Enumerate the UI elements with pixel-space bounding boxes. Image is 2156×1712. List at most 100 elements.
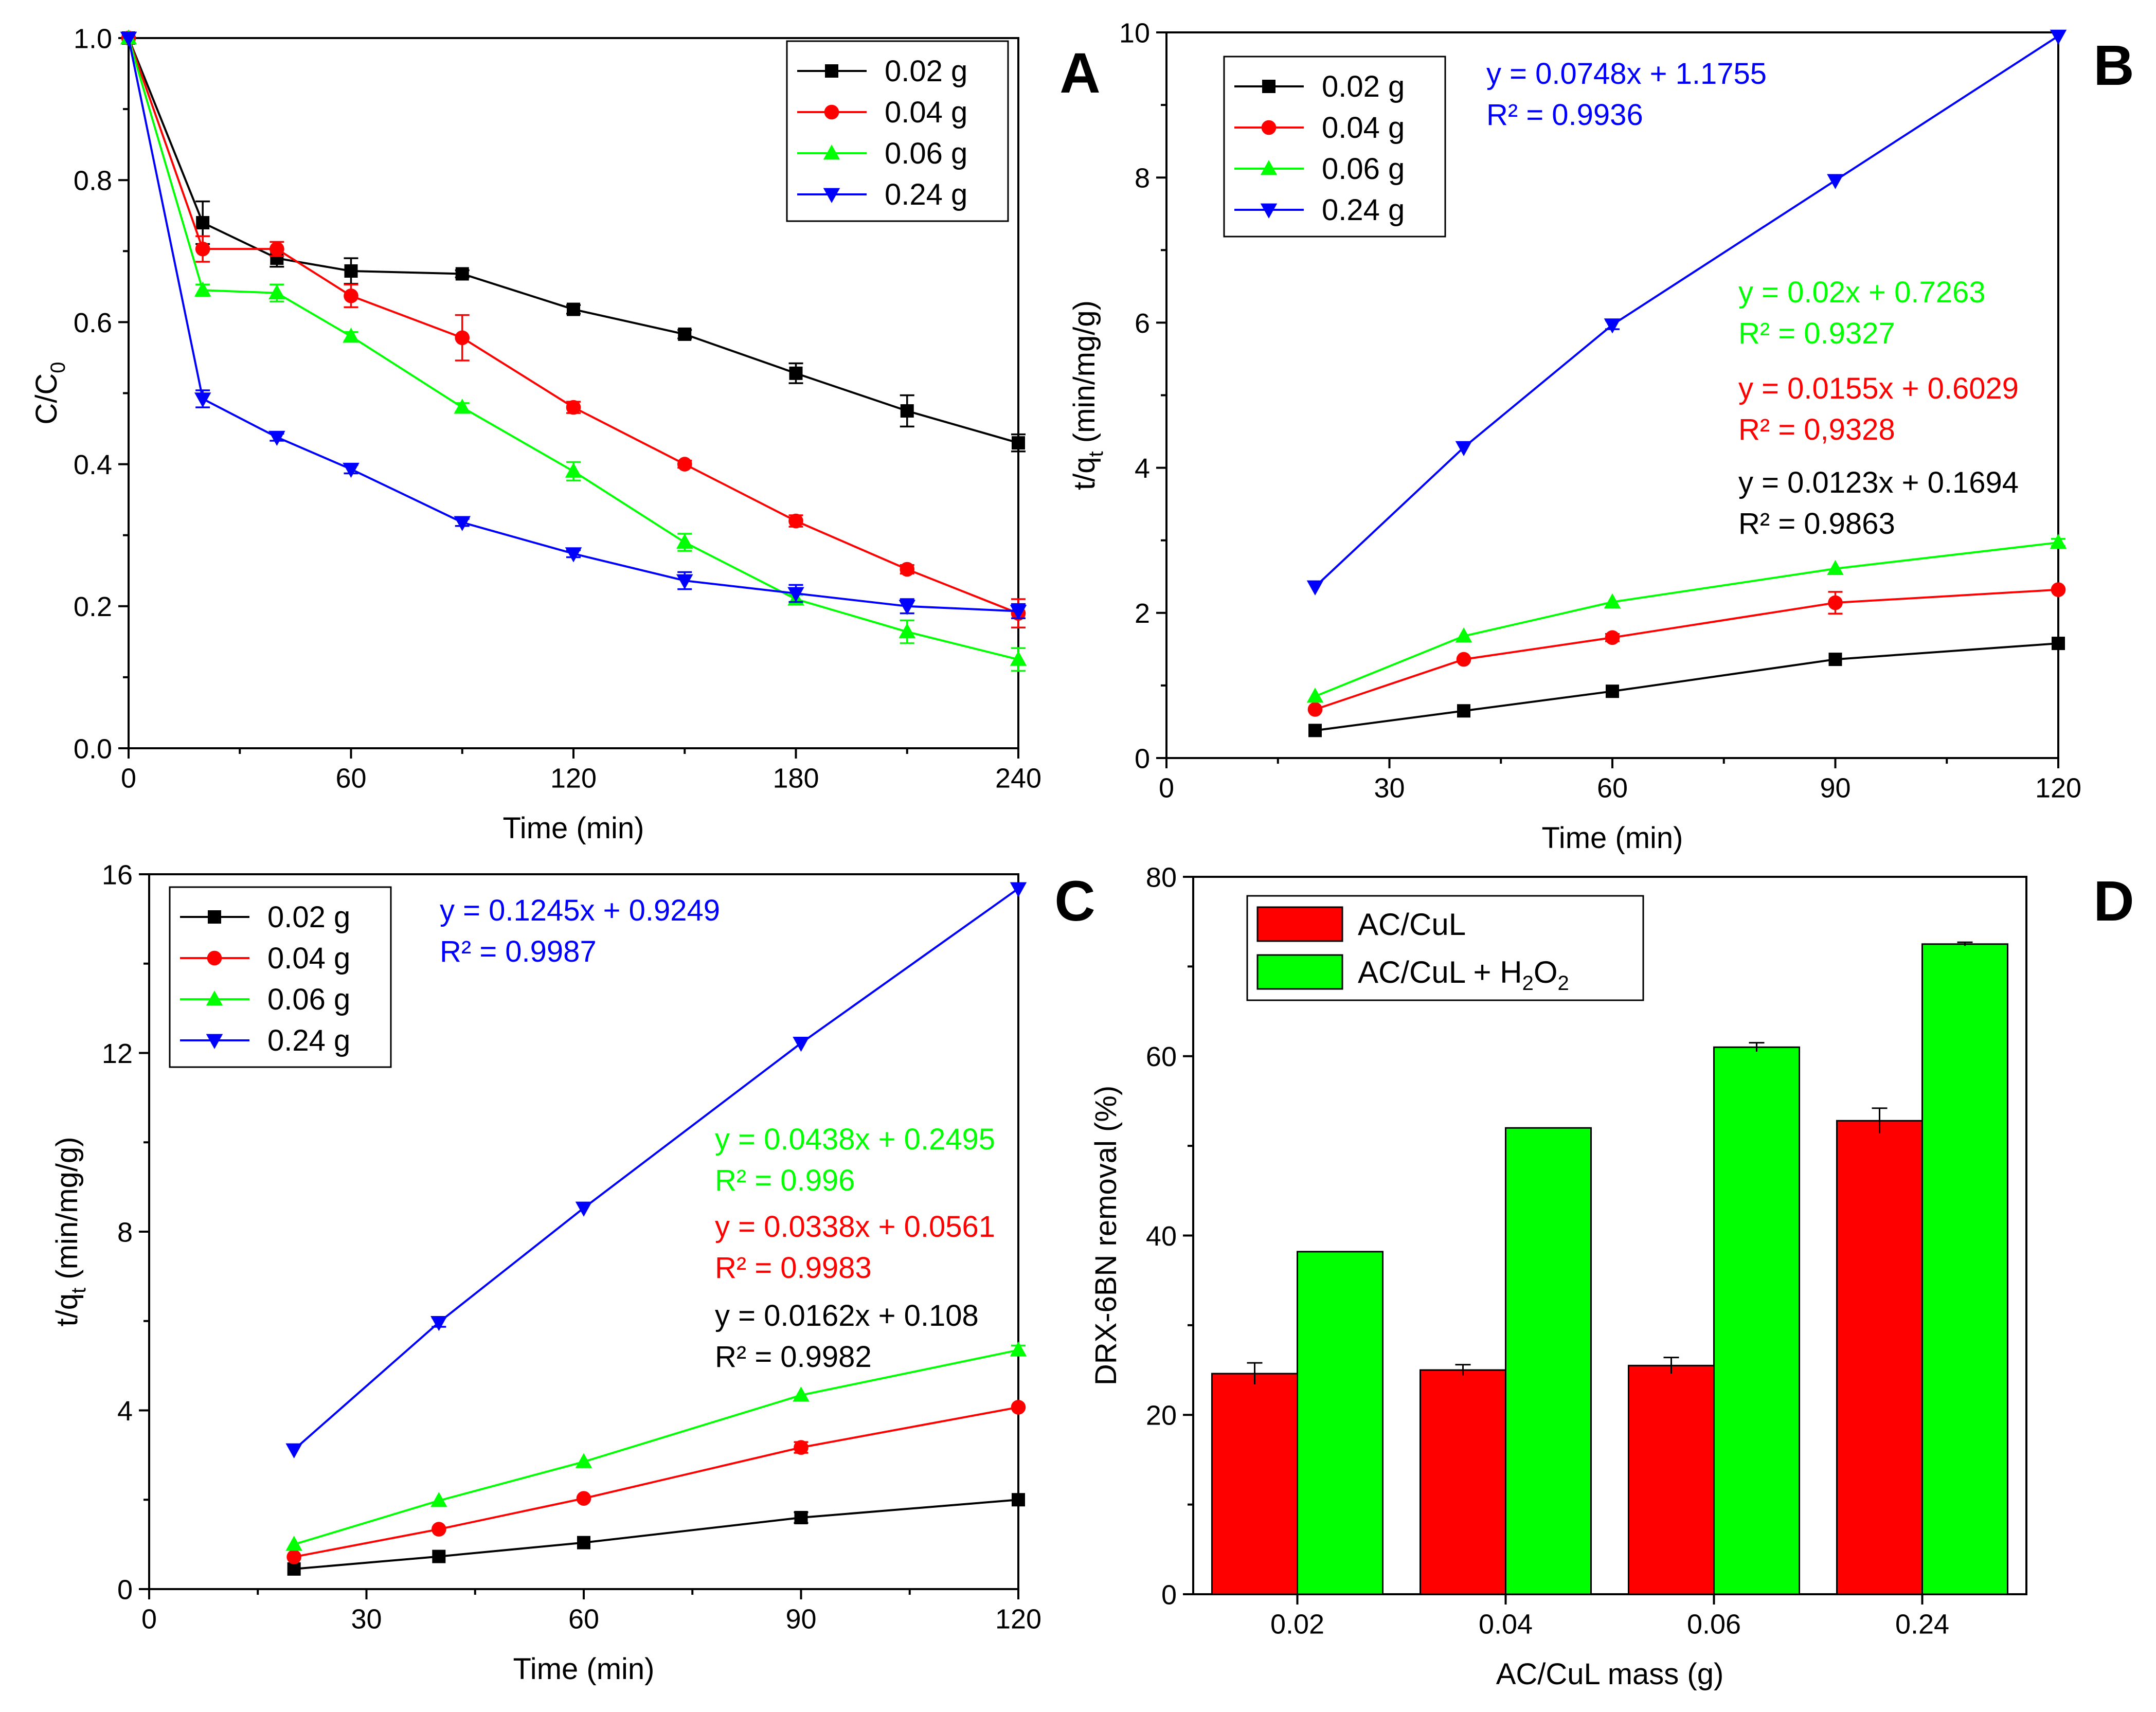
legend-label: 0.06 g <box>267 983 350 1016</box>
marker-circle <box>900 562 915 577</box>
x-tick-label: 30 <box>1374 773 1405 804</box>
marker-triangle-up <box>1604 593 1621 608</box>
marker-triangle-up <box>2050 534 2067 549</box>
marker-triangle-down <box>120 31 137 47</box>
y-axis-label-main: t/q <box>50 1293 84 1327</box>
x-tick-label: 120 <box>2035 773 2081 804</box>
marker-square <box>1262 80 1275 93</box>
x-tick-label: 240 <box>995 763 1041 794</box>
marker-triangle-up <box>575 1453 592 1468</box>
y-tick-label: 40 <box>1146 1221 1177 1252</box>
x-tick-label: 120 <box>550 763 597 794</box>
legend-label: 0.02 g <box>1322 70 1405 103</box>
legend-label: 0.06 g <box>1322 152 1405 186</box>
marker-triangle-up <box>676 533 693 549</box>
y-axis-label-sub: 0 <box>47 362 69 373</box>
legend-label: 0.04 g <box>267 942 350 975</box>
bar <box>1713 1046 1800 1595</box>
fit-r-squared: R² = 0.9987 <box>440 935 597 968</box>
marker-circle <box>1011 1400 1026 1415</box>
marker-triangle-down <box>1604 318 1621 334</box>
marker-triangle-up <box>1260 160 1278 175</box>
fit-equation: y = 0.0338x + 0.0561 <box>715 1210 995 1244</box>
marker-triangle-up <box>1306 688 1324 703</box>
marker-square <box>900 404 914 418</box>
marker-triangle-up <box>454 399 471 414</box>
legend-label: 0.24 g <box>267 1024 350 1057</box>
y-tick-label: 0.6 <box>74 308 112 338</box>
marker-triangle-up <box>1455 627 1472 643</box>
y-axis-label: DRX-6BN removal (%) <box>1089 1086 1123 1385</box>
fit-r-squared: R² = 0.9327 <box>1738 317 1895 350</box>
legend: 0.02 g 0.04 g 0.06 g 0.24 g <box>1223 56 1446 238</box>
marker-square <box>432 1549 446 1563</box>
marker-triangle-down <box>1010 605 1027 620</box>
y-tick-label: 6 <box>1135 308 1150 339</box>
bar <box>1505 1127 1592 1595</box>
fit-equation: y = 0.0162x + 0.108 <box>715 1299 979 1332</box>
fit-r-squared: R² = 0.9936 <box>1486 98 1643 132</box>
marker-triangle-up <box>1010 651 1027 666</box>
marker-square <box>1457 704 1470 718</box>
series-line <box>1315 642 2059 732</box>
legend-label: 0.24 g <box>1322 193 1405 227</box>
x-tick-label: 60 <box>568 1604 599 1635</box>
y-axis-label-rest: (min/mg/g) <box>1068 300 1101 451</box>
bar <box>1297 1251 1384 1595</box>
marker-triangle-up <box>194 281 211 297</box>
marker-square <box>678 327 692 341</box>
marker-square <box>794 1511 808 1524</box>
x-tick-label: 90 <box>785 1604 816 1635</box>
marker-circle <box>2051 582 2066 597</box>
marker-triangle-up <box>899 623 915 638</box>
marker-circle <box>432 1522 446 1537</box>
marker-circle <box>824 104 839 120</box>
y-axis-label-rest: (min/mg/g) <box>50 1137 84 1288</box>
y-tick-label: 2 <box>1135 598 1150 629</box>
marker-square <box>287 1562 301 1576</box>
legend-label: AC/CuL + H2O2 <box>1358 955 1569 995</box>
series-0-02-g <box>1308 637 2065 737</box>
marker-triangle-down <box>787 587 804 602</box>
legend-label-sub: 2 <box>1558 972 1569 995</box>
y-tick-label: 0.4 <box>74 449 112 480</box>
bar <box>1921 943 2008 1595</box>
marker-triangle-up <box>285 1536 302 1551</box>
marker-triangle-down <box>2050 29 2067 45</box>
marker-triangle-down <box>899 600 915 615</box>
marker-triangle-up <box>823 145 840 160</box>
marker-triangle-down <box>676 574 693 589</box>
x-tick-label: 30 <box>351 1604 382 1635</box>
series-line <box>128 38 1019 444</box>
series-line <box>294 1349 1019 1546</box>
legend-label-sub: 2 <box>1522 972 1534 995</box>
marker-triangle-down <box>206 1034 223 1049</box>
series-line <box>1315 588 2059 711</box>
marker-square <box>1828 653 1842 666</box>
marker-triangle-down <box>1260 203 1278 219</box>
series-0-06-g <box>285 1341 1027 1551</box>
marker-circle <box>207 950 222 966</box>
fit-r-squared: R² = 0,9328 <box>1738 413 1895 446</box>
legend: 0.02 g 0.04 g 0.06 g 0.24 g <box>169 886 392 1068</box>
series-line <box>294 1499 1019 1570</box>
series-line <box>1315 541 2059 697</box>
y-tick-label: 0.8 <box>74 166 112 196</box>
marker-triangle-up <box>343 328 360 343</box>
series-0-06-g <box>120 29 1027 672</box>
x-tick-label: 0.24 <box>1895 1609 1949 1640</box>
marker-circle <box>286 1549 301 1564</box>
chart-panel-a: 0.0 0.2 0.4 0.6 0.8 1.0 0 60 120 180 240 Time (min)… <box>30 23 1101 845</box>
marker-square <box>825 64 838 78</box>
series-0-04-g <box>286 1400 1026 1564</box>
marker-circle <box>1261 120 1277 135</box>
x-axis-label: AC/CuL mass (g) <box>1496 1657 1724 1691</box>
marker-triangle-down <box>343 462 360 478</box>
series-line <box>128 38 1019 661</box>
fit-equation: y = 0.1245x + 0.9249 <box>440 894 720 927</box>
series-0-02-g <box>287 1493 1025 1576</box>
marker-triangle-down <box>1306 580 1324 596</box>
marker-square <box>455 267 469 281</box>
